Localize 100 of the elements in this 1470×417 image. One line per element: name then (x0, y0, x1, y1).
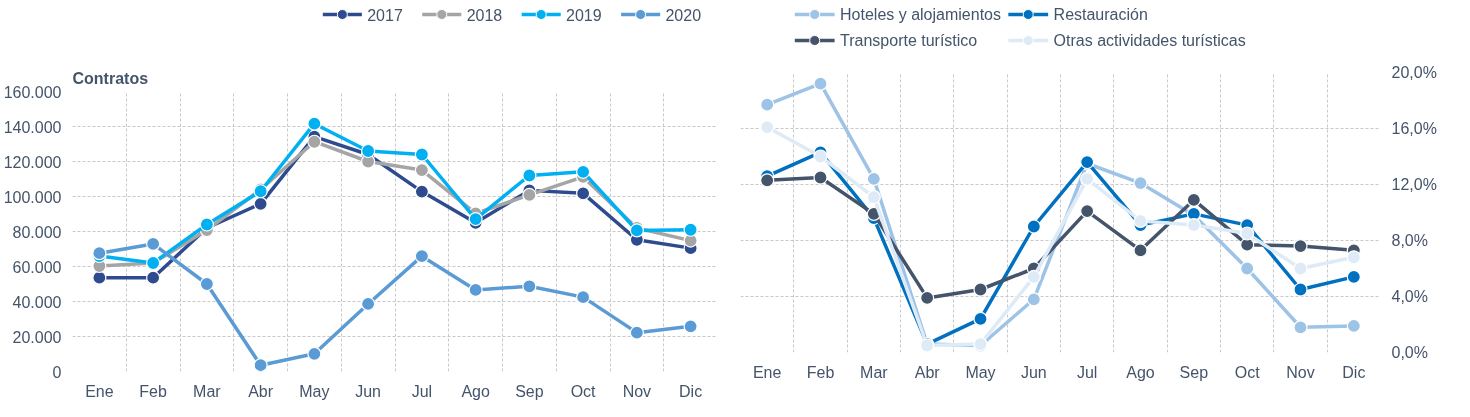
point (1186, 192, 1201, 207)
point (760, 120, 775, 135)
x-tick-label: Ene (752, 363, 782, 381)
point (468, 211, 483, 227)
point (1026, 219, 1041, 234)
point (361, 143, 376, 159)
point (199, 217, 214, 232)
x-tick-label: Abr (248, 382, 274, 400)
point (1026, 292, 1041, 307)
x-tick-label: Jun (355, 382, 382, 400)
point (760, 173, 775, 188)
legend-label: Hoteles y alojamientos (840, 6, 1001, 23)
point (414, 162, 429, 178)
point (629, 325, 644, 340)
point (307, 134, 322, 149)
x-tick-label: Oct (1234, 363, 1261, 381)
legend-label: 2018 (466, 6, 503, 24)
point (1346, 269, 1361, 284)
point (414, 249, 429, 264)
x-tick-label: Ene (85, 382, 114, 400)
y-tick-label: 140.000 (3, 118, 62, 136)
point (307, 346, 322, 361)
point (146, 236, 161, 252)
point (1240, 226, 1255, 241)
x-tick-label: Sep (515, 382, 544, 400)
y-tick-label: 40.000 (12, 293, 62, 311)
point (1133, 213, 1148, 228)
point (1293, 239, 1308, 254)
x-tick-label: Ago (1126, 363, 1155, 381)
legend-label: 2017 (367, 6, 403, 24)
point (813, 76, 828, 91)
x-tick-label: Ago (461, 382, 490, 400)
y-tick-label: 0,0% (1391, 344, 1428, 361)
point (1293, 261, 1308, 276)
x-tick-label: Feb (806, 363, 835, 381)
y-tick-label: 100.000 (3, 188, 62, 206)
x-tick-label: Jul (411, 382, 433, 400)
point (1346, 250, 1361, 265)
point (361, 296, 376, 312)
x-tick-label: Jun (1020, 363, 1047, 381)
x-tick-label: Jul (1076, 363, 1098, 381)
point (253, 358, 268, 372)
x-tick-label: Mar (193, 382, 222, 400)
point (522, 279, 537, 294)
point (1346, 318, 1361, 333)
legend-label: Restauración (1053, 6, 1148, 23)
legend-label: Transporte turístico (840, 32, 978, 49)
point (253, 196, 268, 211)
x-tick-label: May (965, 363, 996, 381)
point (1080, 171, 1095, 186)
y-tick-label: 80.000 (12, 223, 62, 241)
point (1026, 269, 1041, 284)
point (146, 270, 161, 285)
point (522, 168, 537, 183)
point (973, 311, 988, 326)
point (199, 276, 214, 292)
point (920, 290, 935, 305)
point (866, 190, 881, 205)
x-tick-label: Feb (139, 382, 168, 400)
y-tick-label: 8,0% (1391, 232, 1428, 249)
y-tick-label: 4,0% (1391, 288, 1428, 305)
x-tick-label: Nov (622, 382, 652, 400)
y-tick-label: 12,0% (1391, 176, 1437, 193)
point (1133, 176, 1148, 191)
point (813, 170, 828, 185)
point (1293, 320, 1308, 335)
y-tick-label: 0 (52, 363, 62, 381)
point (683, 222, 698, 237)
y-tick-label: 160.000 (3, 83, 62, 101)
point (973, 282, 988, 297)
x-tick-label: Dic (679, 382, 703, 400)
point (813, 149, 828, 164)
legend-label: Otras actividades turísticas (1053, 32, 1246, 49)
point (414, 184, 429, 199)
point (576, 164, 591, 179)
point (576, 186, 591, 201)
point (866, 171, 881, 186)
point (1240, 261, 1255, 276)
point (576, 290, 591, 305)
point (92, 270, 107, 285)
point (760, 97, 775, 112)
chart-title: Contratos (72, 69, 149, 87)
point (1080, 204, 1095, 219)
point (1133, 243, 1148, 258)
x-tick-label: Mar (860, 363, 889, 381)
point (307, 116, 322, 131)
y-tick-label: 60.000 (12, 258, 62, 276)
x-tick-label: Nov (1286, 363, 1315, 381)
y-tick-label: 16,0% (1391, 120, 1437, 137)
legend-label: 2019 (566, 6, 602, 24)
point (522, 187, 537, 203)
y-tick-label: 20.000 (12, 328, 62, 346)
x-tick-label: Oct (570, 382, 597, 400)
point (414, 147, 429, 162)
x-tick-label: May (299, 382, 330, 400)
point (683, 319, 698, 334)
y-tick-label: 120.000 (3, 153, 62, 171)
x-tick-label: Dic (1342, 363, 1366, 381)
point (1293, 282, 1308, 297)
y-tick-label: 20,0% (1391, 64, 1437, 81)
